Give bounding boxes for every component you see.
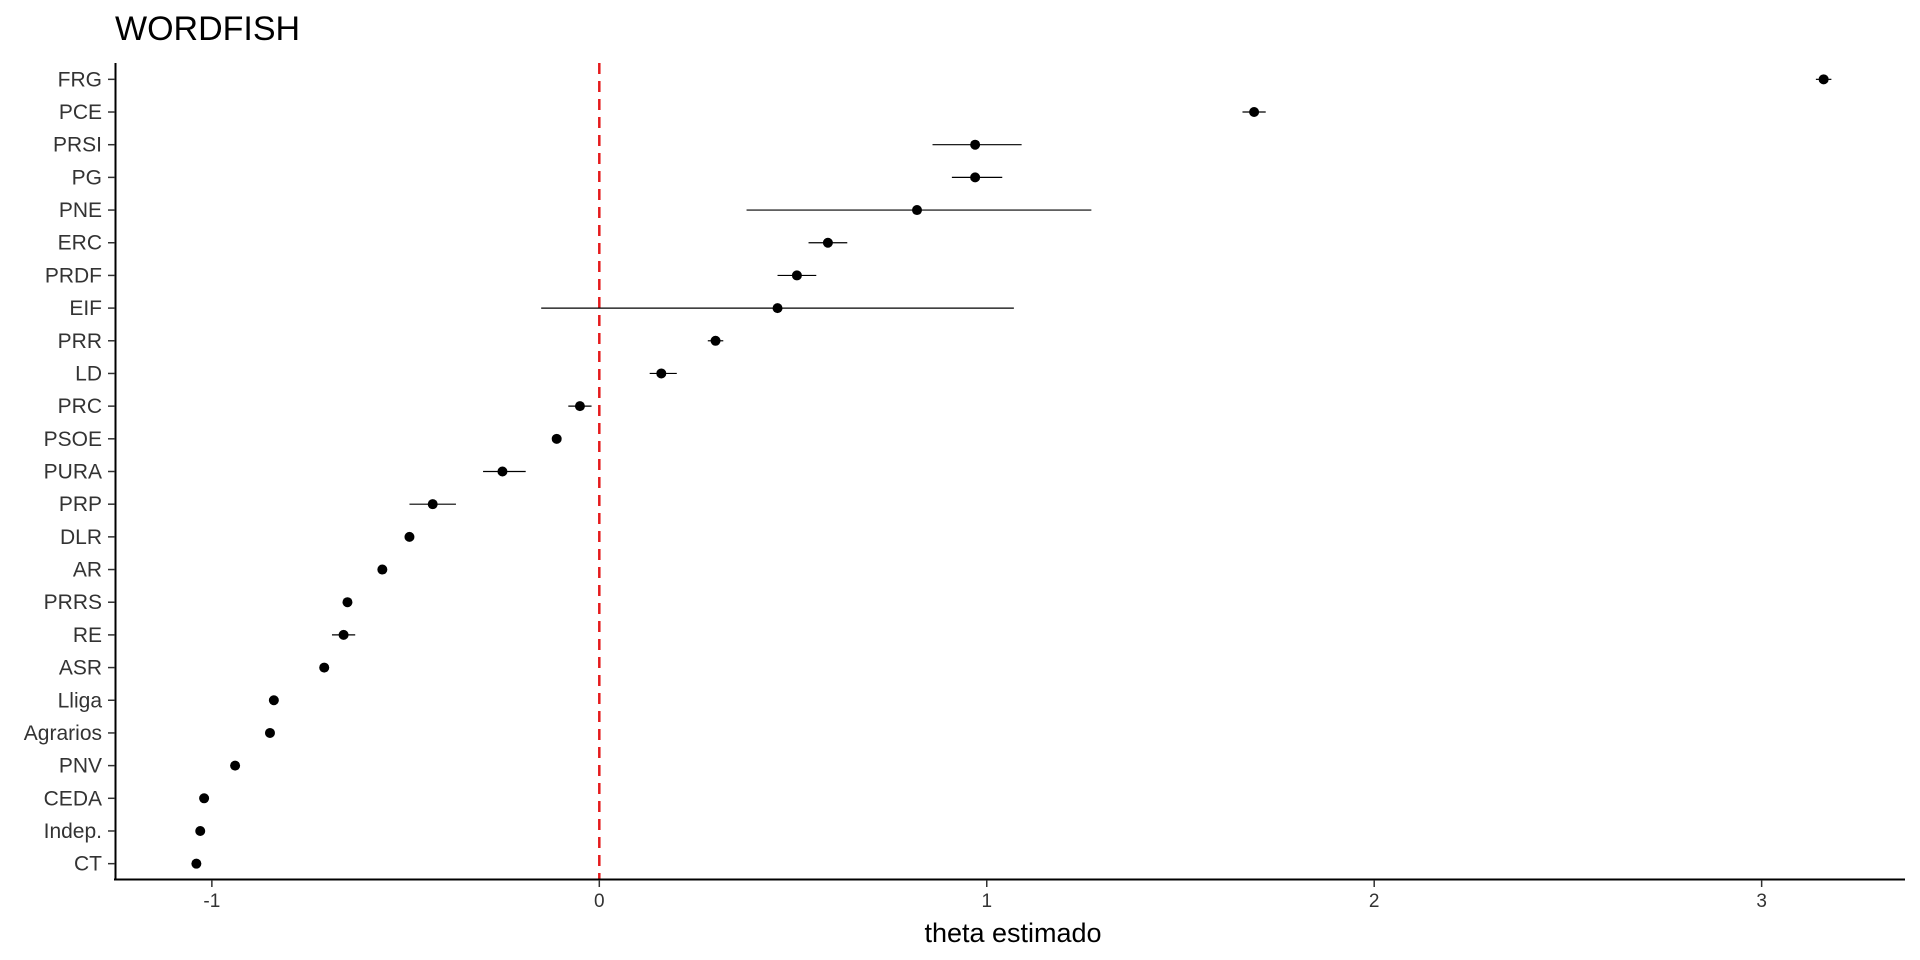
- y-tick-label: Indep.: [44, 820, 102, 843]
- y-tick-label: DLR: [60, 526, 102, 549]
- y-tick-label: FRG: [58, 68, 102, 91]
- x-tick-label: -1: [203, 891, 220, 912]
- x-axis: -1 0 1 2 3: [203, 880, 1767, 912]
- y-tick-label: PRC: [58, 395, 102, 418]
- data-point-ERC: [822, 237, 833, 248]
- data-point-PNV: [230, 760, 241, 771]
- data-point-PCE: [1249, 107, 1260, 118]
- y-tick-label: PRRS: [44, 591, 102, 614]
- data-point-PRSI: [970, 139, 981, 150]
- y-tick-label: PNE: [59, 199, 102, 222]
- y-tick-label: Agrarios: [24, 722, 102, 745]
- y-tick-label: AR: [73, 559, 102, 582]
- chart-title: WORDFISH: [115, 10, 300, 48]
- data-point-PG: [970, 172, 981, 183]
- y-tick-label: ASR: [59, 657, 102, 680]
- y-tick-label: PRSI: [53, 134, 102, 157]
- data-point-Indep.: [195, 825, 206, 836]
- y-tick-label: PNV: [59, 755, 102, 778]
- plot-area: [191, 63, 1832, 880]
- data-point-PSOE: [551, 433, 562, 444]
- data-point-PURA: [497, 466, 508, 477]
- data-point-CT: [191, 858, 202, 869]
- data-point-ASR: [319, 662, 330, 673]
- data-point-PRR: [710, 335, 721, 346]
- y-tick-label: EIF: [69, 297, 102, 320]
- data-point-Lliga: [268, 695, 279, 706]
- y-axis: FRG PCE PRSI PG PNE ERC PRDF EIF PRR LD PRC PSOE PUR…: [24, 68, 115, 876]
- y-tick-label: CEDA: [44, 787, 102, 810]
- data-point-PRRS: [342, 597, 353, 608]
- y-tick-label: PRR: [58, 330, 102, 353]
- y-tick-label: PG: [72, 166, 102, 189]
- y-tick-label: PRDF: [45, 264, 102, 287]
- data-point-Agrarios: [264, 727, 275, 738]
- y-tick-label: PSOE: [44, 428, 102, 451]
- x-tick-label: 0: [594, 891, 605, 912]
- data-point-LD: [656, 368, 667, 379]
- y-tick-label: LD: [75, 362, 102, 385]
- x-tick-label: 3: [1756, 891, 1767, 912]
- data-point-PNE: [912, 205, 923, 216]
- y-tick-label: PRP: [59, 493, 102, 516]
- y-tick-label: PCE: [59, 101, 102, 124]
- data-point-AR: [377, 564, 388, 575]
- x-tick-label: 1: [981, 891, 992, 912]
- y-tick-label: RE: [73, 624, 102, 647]
- y-tick-label: PURA: [44, 461, 102, 484]
- data-point-CEDA: [199, 793, 210, 804]
- x-tick-label: 2: [1369, 891, 1380, 912]
- data-point-PRDF: [791, 270, 802, 281]
- data-point-DLR: [404, 531, 415, 542]
- data-point-RE: [338, 629, 349, 640]
- data-point-PRC: [574, 401, 585, 412]
- x-axis-label: theta estimado: [924, 918, 1101, 948]
- data-point-FRG: [1818, 74, 1829, 85]
- y-tick-label: CT: [74, 853, 102, 876]
- y-tick-label: Lliga: [58, 689, 103, 712]
- data-point-EIF: [772, 303, 783, 314]
- y-tick-label: ERC: [58, 232, 102, 255]
- data-point-PRP: [427, 499, 438, 510]
